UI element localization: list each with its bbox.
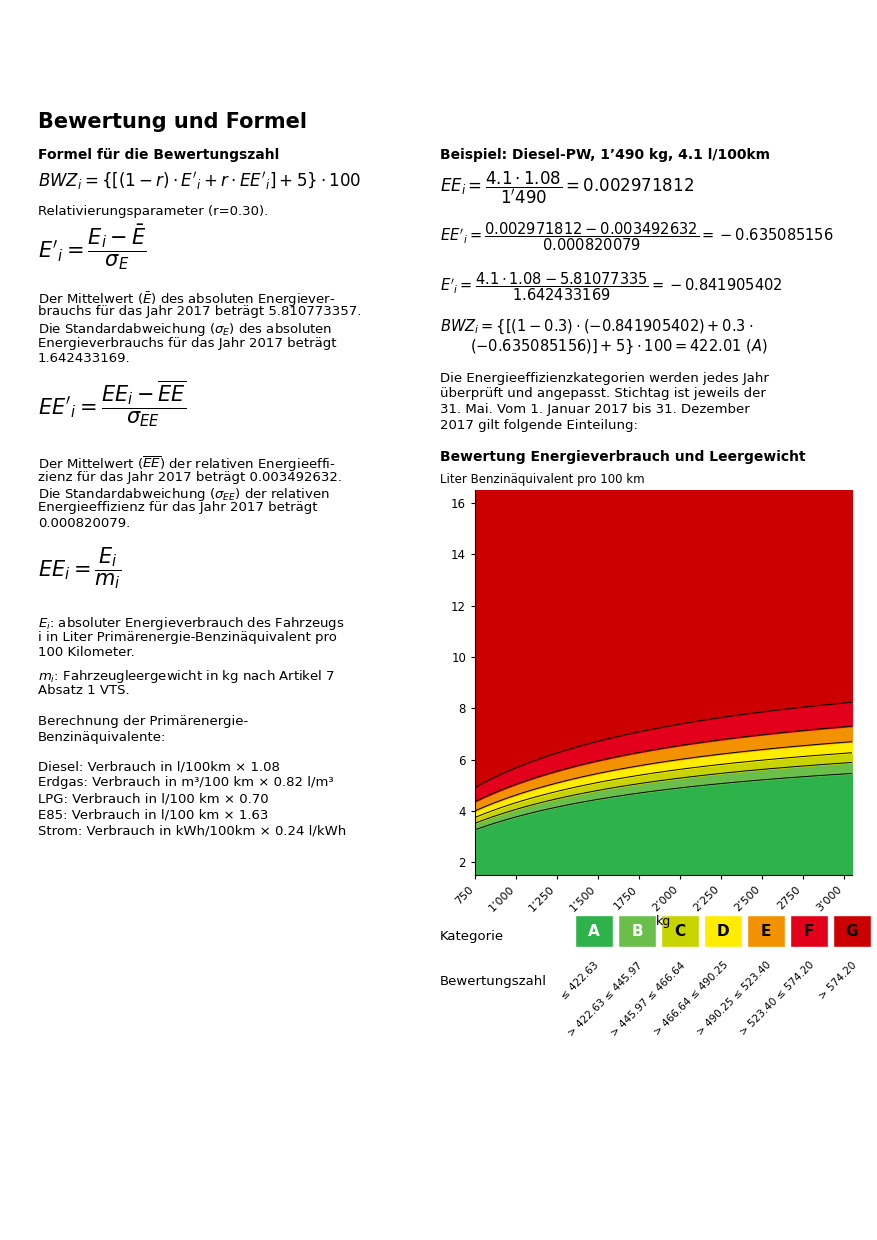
Text: Kategorie: Kategorie	[440, 930, 504, 942]
Text: $EE_i = \dfrac{4.1 \cdot 1.08}{1'490} = 0.002971812$: $EE_i = \dfrac{4.1 \cdot 1.08}{1'490} = …	[440, 170, 694, 206]
Text: $EE'_i = \dfrac{0.002971812 - 0.003492632}{0.000820079} = -0.635085156$: $EE'_i = \dfrac{0.002971812 - 0.00349263…	[440, 219, 834, 253]
Bar	[618, 915, 656, 947]
Text: überprüft und angepasst. Stichtag ist jeweils der: überprüft und angepasst. Stichtag ist je…	[440, 387, 766, 401]
Text: G: G	[845, 924, 859, 939]
Bar	[833, 915, 871, 947]
Text: Relativierungsparameter (r=0.30).: Relativierungsparameter (r=0.30).	[38, 205, 268, 218]
Text: $m_i$: Fahrzeugleergewicht in kg nach Artikel 7: $m_i$: Fahrzeugleergewicht in kg nach Ar…	[38, 668, 335, 684]
X-axis label: kg: kg	[656, 915, 671, 928]
Text: Formel für die Bewertungszahl: Formel für die Bewertungszahl	[38, 148, 279, 162]
Text: 2017 gilt folgende Einteilung:: 2017 gilt folgende Einteilung:	[440, 419, 638, 432]
Text: Die Standardabweichung ($\sigma_{EE}$) der relativen: Die Standardabweichung ($\sigma_{EE}$) d…	[38, 486, 330, 503]
Text: Die Energieeffizienzkategorien werden jedes Jahr: Die Energieeffizienzkategorien werden je…	[440, 372, 769, 384]
Text: E: E	[761, 924, 771, 939]
Text: E85: Verbrauch in l/100 km × 1.63: E85: Verbrauch in l/100 km × 1.63	[38, 808, 268, 821]
Text: Erdgas: Verbrauch in m³/100 km × 0.82 l/m³: Erdgas: Verbrauch in m³/100 km × 0.82 l/…	[38, 776, 333, 789]
Text: brauchs für das Jahr 2017 beträgt 5.810773357.: brauchs für das Jahr 2017 beträgt 5.8107…	[38, 305, 361, 319]
Text: F: F	[804, 924, 814, 939]
Bar	[575, 915, 613, 947]
Bar	[790, 915, 828, 947]
Text: Energieverbrauchs für das Jahr 2017 beträgt: Energieverbrauchs für das Jahr 2017 betr…	[38, 336, 337, 350]
Text: > 523.40 ≤ 574.20: > 523.40 ≤ 574.20	[738, 960, 816, 1038]
Text: B: B	[631, 924, 643, 939]
Text: C: C	[674, 924, 686, 939]
Text: > 466.64 ≤ 490.25: > 466.64 ≤ 490.25	[652, 960, 730, 1038]
Text: $BWZ_i = \{[(1-r) \cdot E'_i + r \cdot EE'_i] + 5\} \cdot 100$: $BWZ_i = \{[(1-r) \cdot E'_i + r \cdot E…	[38, 170, 361, 192]
Text: Absatz 1 VTS.: Absatz 1 VTS.	[38, 683, 130, 697]
Text: Der Mittelwert ($\overline{EE}$) der relativen Energieeffi-: Der Mittelwert ($\overline{EE}$) der rel…	[38, 455, 336, 474]
Bar	[661, 915, 699, 947]
Text: 0.000820079.: 0.000820079.	[38, 517, 131, 529]
Text: Diesel: Verbrauch in l/100km × 1.08: Diesel: Verbrauch in l/100km × 1.08	[38, 760, 280, 773]
Text: $(-0.635085156)] + 5\} \cdot 100 = 422.01\ (A)$: $(-0.635085156)] + 5\} \cdot 100 = 422.0…	[470, 339, 767, 356]
Text: Benzinäquivalente:: Benzinäquivalente:	[38, 730, 167, 744]
Text: $EE_i = \dfrac{E_i}{m_i}$: $EE_i = \dfrac{E_i}{m_i}$	[38, 546, 122, 590]
Text: D: D	[717, 924, 730, 939]
Text: Beispiel: Diesel-PW, 1’490 kg, 4.1 l/100km: Beispiel: Diesel-PW, 1’490 kg, 4.1 l/100…	[440, 148, 770, 162]
Text: Bewertung Energieverbrauch und Leergewicht: Bewertung Energieverbrauch und Leergewic…	[440, 450, 806, 464]
Text: Strom: Verbrauch in kWh/100km × 0.24 l/kWh: Strom: Verbrauch in kWh/100km × 0.24 l/k…	[38, 825, 346, 837]
Text: Der Mittelwert ($\bar{E}$) des absoluten Energiever-: Der Mittelwert ($\bar{E}$) des absoluten…	[38, 290, 336, 309]
Bar	[747, 915, 785, 947]
Text: A: A	[588, 924, 600, 939]
Text: > 574.20: > 574.20	[817, 960, 859, 1001]
Text: 31. Mai. Vom 1. Januar 2017 bis 31. Dezember: 31. Mai. Vom 1. Januar 2017 bis 31. Deze…	[440, 403, 750, 415]
Text: > 490.25 ≤ 523.40: > 490.25 ≤ 523.40	[695, 960, 773, 1038]
Text: Die Standardabweichung ($\sigma_E$) des absoluten: Die Standardabweichung ($\sigma_E$) des …	[38, 321, 332, 339]
Text: LPG: Verbrauch in l/100 km × 0.70: LPG: Verbrauch in l/100 km × 0.70	[38, 792, 268, 805]
Text: ≤ 422.63: ≤ 422.63	[560, 960, 601, 1002]
Text: 100 Kilometer.: 100 Kilometer.	[38, 646, 135, 658]
Bar	[704, 915, 742, 947]
Text: Energieeffizienz für das Jahr 2017 beträgt: Energieeffizienz für das Jahr 2017 beträ…	[38, 501, 317, 515]
Text: zienz für das Jahr 2017 beträgt 0.003492632.: zienz für das Jahr 2017 beträgt 0.003492…	[38, 470, 342, 484]
Text: > 445.97 ≤ 466.64: > 445.97 ≤ 466.64	[610, 960, 687, 1038]
Text: 1.642433169.: 1.642433169.	[38, 352, 131, 365]
Text: Bewertungszahl: Bewertungszahl	[440, 975, 547, 988]
Text: $BWZ_i = \{[(1-0.3) \cdot (-0.841905402) + 0.3 \cdot$: $BWZ_i = \{[(1-0.3) \cdot (-0.841905402)…	[440, 317, 753, 336]
Text: $E'_i = \dfrac{E_i - \bar{E}}{\sigma_E}$: $E'_i = \dfrac{E_i - \bar{E}}{\sigma_E}$	[38, 222, 146, 272]
Text: $EE'_i = \dfrac{EE_i - \overline{EE}}{\sigma_{EE}}$: $EE'_i = \dfrac{EE_i - \overline{EE}}{\s…	[38, 378, 186, 429]
Text: > 422.63 ≤ 445.97: > 422.63 ≤ 445.97	[567, 960, 644, 1038]
Text: $E_i$: absoluter Energieverbrauch des Fahrzeugs: $E_i$: absoluter Energieverbrauch des Fa…	[38, 615, 345, 632]
Text: Bewertung und Formel: Bewertung und Formel	[38, 112, 307, 131]
Text: $E'_i = \dfrac{4.1 \cdot 1.08 - 5.81077335}{1.642433169} = -0.841905402$: $E'_i = \dfrac{4.1 \cdot 1.08 - 5.810773…	[440, 270, 782, 303]
Text: Liter Benzinäquivalent pro 100 km: Liter Benzinäquivalent pro 100 km	[440, 472, 645, 486]
Text: Berechnung der Primärenergie-: Berechnung der Primärenergie-	[38, 715, 248, 728]
Text: i in Liter Primärenergie-Benzinäquivalent pro: i in Liter Primärenergie-Benzinäquivalen…	[38, 630, 337, 644]
